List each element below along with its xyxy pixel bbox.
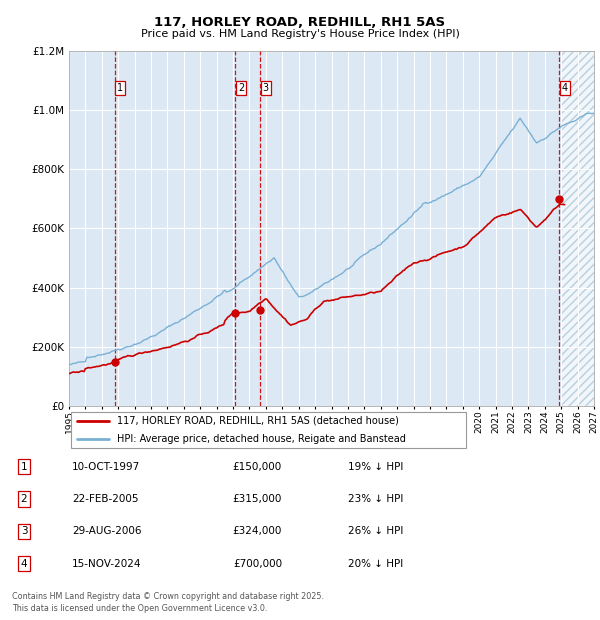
- Text: 4: 4: [562, 83, 568, 93]
- Text: 29-AUG-2006: 29-AUG-2006: [72, 526, 142, 536]
- Text: 10-OCT-1997: 10-OCT-1997: [72, 462, 140, 472]
- Bar: [561, 51, 594, 406]
- Text: Contains HM Land Registry data © Crown copyright and database right 2025.
This d: Contains HM Land Registry data © Crown c…: [12, 591, 324, 613]
- Text: £324,000: £324,000: [233, 526, 282, 536]
- Text: 4: 4: [20, 559, 28, 569]
- Text: 117, HORLEY ROAD, REDHILL, RH1 5AS: 117, HORLEY ROAD, REDHILL, RH1 5AS: [154, 16, 446, 29]
- Text: 15-NOV-2024: 15-NOV-2024: [72, 559, 142, 569]
- Text: 26% ↓ HPI: 26% ↓ HPI: [348, 526, 403, 536]
- Text: £700,000: £700,000: [233, 559, 282, 569]
- Text: Price paid vs. HM Land Registry's House Price Index (HPI): Price paid vs. HM Land Registry's House …: [140, 29, 460, 38]
- Text: 2: 2: [20, 494, 28, 504]
- Text: 1: 1: [117, 83, 123, 93]
- Text: HPI: Average price, detached house, Reigate and Banstead: HPI: Average price, detached house, Reig…: [117, 434, 406, 444]
- Text: 19% ↓ HPI: 19% ↓ HPI: [348, 462, 403, 472]
- Text: 3: 3: [263, 83, 269, 93]
- Text: 1: 1: [20, 462, 28, 472]
- Text: 3: 3: [20, 526, 28, 536]
- Text: 23% ↓ HPI: 23% ↓ HPI: [348, 494, 403, 504]
- Text: £150,000: £150,000: [233, 462, 282, 472]
- FancyBboxPatch shape: [71, 412, 466, 448]
- Text: 20% ↓ HPI: 20% ↓ HPI: [348, 559, 403, 569]
- Text: 117, HORLEY ROAD, REDHILL, RH1 5AS (detached house): 117, HORLEY ROAD, REDHILL, RH1 5AS (deta…: [117, 416, 399, 426]
- Bar: [561, 51, 594, 406]
- Text: 22-FEB-2005: 22-FEB-2005: [72, 494, 139, 504]
- Text: £315,000: £315,000: [233, 494, 282, 504]
- Text: 2: 2: [238, 83, 244, 93]
